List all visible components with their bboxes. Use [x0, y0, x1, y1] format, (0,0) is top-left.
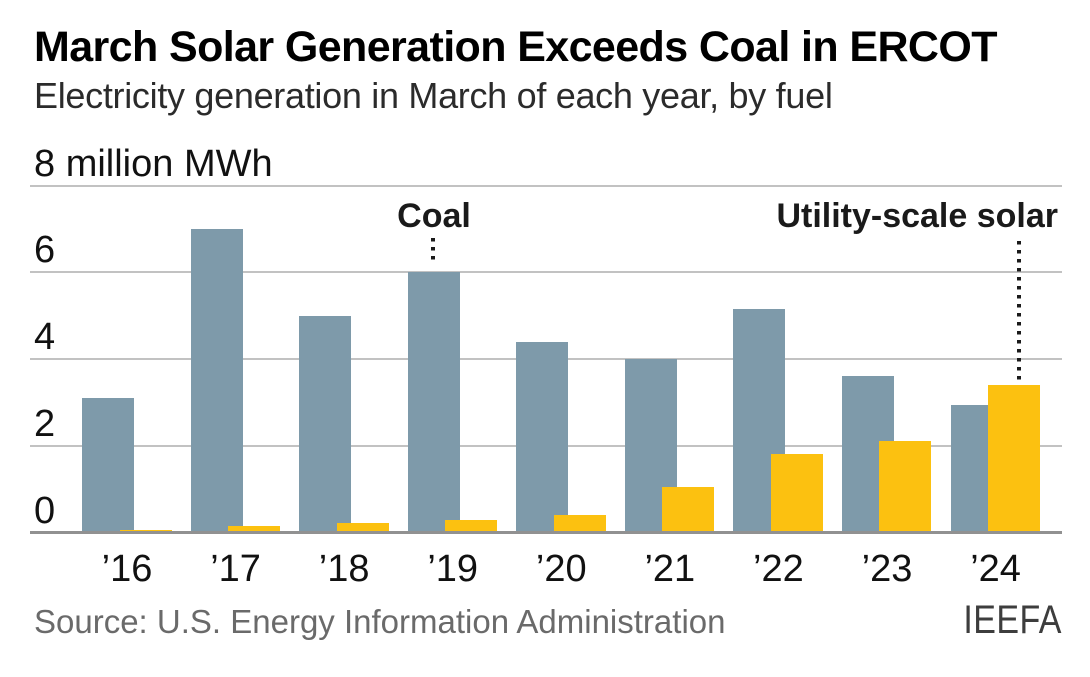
solar-leader-dotted-line — [1017, 241, 1021, 381]
coal-bar-18 — [299, 315, 352, 533]
x-tick-label-17: ’17 — [210, 548, 261, 590]
y-tick-label-0: 0 — [34, 489, 56, 532]
solar-bar-23 — [879, 441, 932, 533]
x-tick-label-16: ’16 — [101, 548, 153, 590]
x-tick-label-23: ’23 — [861, 548, 913, 590]
coal-series-label: Coal — [397, 197, 471, 235]
x-tick-label-18: ’18 — [318, 548, 370, 590]
coal-bar-19 — [407, 272, 460, 533]
coal-bar-17 — [190, 228, 243, 533]
coal-leader-dotted-line — [431, 238, 435, 265]
x-tick-label-19: ’19 — [427, 548, 479, 590]
solar-bar-19 — [445, 520, 498, 533]
y-tick-label-8: 8 million MWh — [34, 142, 273, 185]
solar-bar-21 — [662, 486, 715, 533]
x-tick-label-24: ’24 — [970, 548, 1021, 590]
x-tick-label-21: ’21 — [644, 548, 696, 590]
coal-bar-16 — [82, 398, 134, 533]
solar-bar-20 — [553, 515, 606, 533]
gridline-6 — [30, 271, 1062, 274]
x-tick-label-20: ’20 — [535, 548, 587, 590]
solar-bar-22 — [770, 454, 823, 533]
y-tick-label-6: 6 — [34, 229, 56, 272]
solar-bar-24 — [988, 385, 1041, 533]
solar-series-label: Utility-scale solar — [776, 197, 1058, 235]
coal-bar-20 — [516, 341, 569, 533]
y-tick-label-4: 4 — [34, 316, 56, 358]
gridline-8 — [30, 184, 1062, 187]
x-axis-baseline — [30, 531, 1062, 534]
ieefa-logo: IEEFA — [963, 598, 1062, 642]
y-tick-label-2: 2 — [34, 402, 56, 445]
solar-bar-18 — [336, 522, 389, 533]
x-tick-label-22: ’22 — [753, 548, 804, 590]
chart-subtitle: Electricity generation in March of each … — [34, 75, 833, 116]
source-credit: Source: U.S. Energy Information Administ… — [34, 603, 726, 640]
solar-bar-17 — [228, 525, 281, 533]
chart-title: March Solar Generation Exceeds Coal in E… — [34, 23, 997, 71]
